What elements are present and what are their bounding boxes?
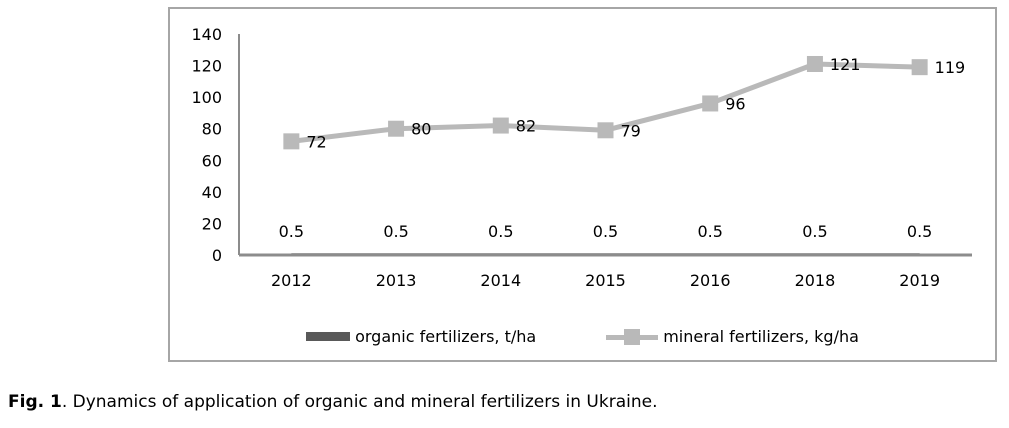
fertilizers-line-chart: 0 20 40 60 80 100 120 140 2012 2013 2014 2015 2016 20… [191, 25, 972, 290]
data-label-mineral: 79 [621, 121, 641, 140]
y-tick-label: 120 [191, 57, 222, 76]
data-label-organic: 0.5 [802, 222, 827, 241]
y-tick-label: 100 [191, 88, 222, 107]
data-point-marker [283, 133, 300, 150]
category-label: 2013 [376, 271, 417, 290]
y-tick-label: 60 [202, 151, 222, 170]
data-label-mineral: 80 [411, 120, 431, 139]
data-label-organic: 0.5 [383, 222, 408, 241]
data-label-mineral: 72 [306, 132, 326, 151]
data-label-organic: 0.5 [697, 222, 722, 241]
data-label-organic: 0.5 [907, 222, 932, 241]
category-label: 2015 [585, 271, 626, 290]
category-label: 2019 [899, 271, 940, 290]
legend-item-organic: organic fertilizers, t/ha [306, 327, 536, 346]
data-point-marker [911, 59, 928, 76]
data-label-organic: 0.5 [279, 222, 304, 241]
figure-number: Fig. 1 [8, 392, 62, 412]
data-point-marker [597, 122, 614, 139]
y-tick-label: 80 [202, 120, 222, 139]
data-point-marker [702, 95, 719, 112]
data-label-organic: 0.5 [488, 222, 513, 241]
y-tick-label: 40 [202, 183, 222, 202]
data-point-marker [806, 55, 823, 72]
figure-caption-text: . Dynamics of application of organic and… [61, 392, 658, 412]
data-label-mineral: 82 [516, 117, 536, 136]
y-tick-label: 20 [202, 214, 222, 233]
category-label: 2012 [271, 271, 312, 290]
data-label-mineral: 96 [725, 94, 745, 113]
category-label: 2014 [480, 271, 521, 290]
organic-series-swatch [306, 332, 351, 341]
data-point-marker [388, 120, 405, 137]
category-label: 2016 [690, 271, 731, 290]
data-label-mineral: 121 [830, 55, 861, 74]
data-point-marker [492, 117, 509, 134]
mineral-swatch-marker-icon [624, 328, 641, 345]
figure-caption: Fig. 1. Dynamics of application of organ… [8, 392, 657, 412]
chart-legend: organic fertilizers, t/ha mineral fertil… [170, 327, 995, 346]
data-label-mineral: 119 [935, 58, 966, 77]
y-tick-label: 0 [212, 246, 222, 265]
data-label-organic: 0.5 [593, 222, 618, 241]
legend-item-mineral: mineral fertilizers, kg/ha [606, 327, 859, 346]
category-label: 2018 [795, 271, 836, 290]
legend-label-mineral: mineral fertilizers, kg/ha [663, 327, 859, 346]
mineral-series-swatch [606, 328, 659, 345]
y-tick-label: 140 [191, 25, 222, 44]
legend-label-organic: organic fertilizers, t/ha [355, 327, 537, 346]
chart-area: 0 20 40 60 80 100 120 140 2012 2013 2014 2015 2016 20… [168, 7, 997, 362]
